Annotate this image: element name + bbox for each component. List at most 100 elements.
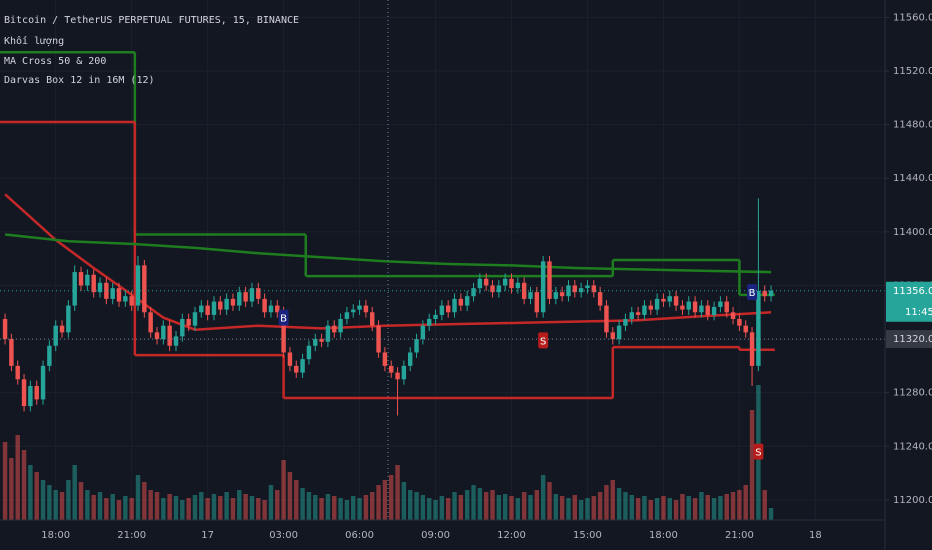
volume-bar (344, 500, 350, 520)
x-tick-label: 21:00 (725, 530, 754, 541)
candle-body (547, 261, 552, 299)
candle-body (578, 288, 584, 293)
signal-label: S (755, 448, 761, 459)
volume-bar (249, 496, 255, 520)
candle-body (351, 309, 356, 313)
x-tick-label: 12:00 (497, 530, 526, 541)
volume-bar (496, 495, 502, 520)
x-tick-label: 15:00 (573, 530, 602, 541)
candle-body (53, 325, 58, 346)
volume-bar (262, 500, 267, 520)
y-tick-label: 11240.00 (893, 441, 932, 452)
volume-bar (547, 482, 552, 520)
volume-bar (357, 498, 362, 520)
x-tick-label: 09:00 (421, 530, 450, 541)
candle-body (528, 292, 533, 299)
candle-body (414, 339, 419, 353)
x-tick-label: 03:00 (269, 530, 298, 541)
candle-body (9, 339, 14, 366)
candle-body (180, 318, 185, 337)
volume-bar (66, 480, 71, 520)
volume-bar (85, 490, 90, 520)
volume-bar (15, 435, 20, 520)
candle-body (325, 325, 331, 342)
volume-bar (186, 498, 191, 520)
candle-body (370, 312, 375, 326)
candle-body (597, 292, 603, 306)
volume-bar (237, 490, 242, 520)
volume-bar (389, 475, 394, 520)
candle-body (452, 298, 457, 313)
candle-body (148, 312, 153, 333)
indicator-name: MA Cross 50 & 200 (4, 56, 106, 67)
candle-body (756, 290, 761, 366)
volume-bar (661, 496, 666, 520)
candle-body (585, 285, 590, 289)
volume-bar (458, 495, 464, 520)
candle-body (604, 305, 609, 333)
candle-body (40, 365, 46, 400)
candle-body (730, 312, 736, 319)
volume-bar (528, 495, 533, 520)
volume-bar (699, 492, 704, 520)
candle-body (104, 282, 109, 299)
x-tick-label: 18 (809, 530, 822, 541)
volume-bar (477, 488, 483, 520)
candle-body (338, 318, 343, 333)
candle-body (28, 385, 33, 407)
volume-bar (749, 410, 755, 520)
candle-body (186, 318, 191, 326)
volume-bar (572, 495, 578, 520)
candle-body (426, 318, 432, 326)
volume-bar (686, 496, 691, 520)
candle-body (749, 332, 755, 366)
candle-body (724, 301, 729, 313)
volume-bar (452, 492, 457, 520)
volume-bar (28, 465, 33, 520)
volume-bar (471, 485, 476, 520)
candle-body (275, 305, 280, 313)
countdown-label: 11:45 (905, 307, 932, 318)
candle-body (224, 298, 229, 310)
candle-body (490, 285, 495, 293)
candle-body (161, 325, 166, 340)
volume-bar (445, 498, 451, 520)
candle-body (199, 305, 204, 313)
chart-title: Bitcoin / TetherUS PERPETUAL FUTURES, 15… (4, 15, 299, 26)
candle-body (167, 325, 172, 346)
ma-line (4, 233, 772, 274)
candle-body (281, 312, 286, 353)
volume-bar (351, 496, 356, 520)
volume-bar (205, 498, 210, 520)
last-price-box (886, 281, 932, 322)
signal-badge (753, 443, 764, 460)
volume-bar (325, 494, 331, 520)
candle-body (433, 314, 438, 319)
volume-bar (78, 482, 84, 520)
volume-bar (711, 498, 717, 520)
candle-body (376, 325, 381, 353)
candle-body (142, 265, 147, 313)
candle-body (635, 312, 641, 315)
candle-body (509, 278, 514, 289)
candle-body (230, 298, 236, 306)
volume-bar (104, 498, 109, 520)
candle-body (610, 332, 616, 340)
candle-body (718, 301, 723, 307)
volume-bar (521, 492, 527, 520)
candle-body (382, 352, 388, 366)
candle-body (319, 339, 324, 342)
volume-bar (294, 480, 299, 520)
volume-bar (515, 498, 521, 520)
volume-bar (490, 490, 495, 520)
volume-bar (110, 494, 115, 520)
volume-bar (332, 496, 337, 520)
volume-bar (629, 495, 634, 520)
candle-body (313, 339, 318, 346)
candle-body (654, 298, 660, 310)
volume-bar (123, 496, 128, 520)
candle-body (262, 298, 267, 313)
volume-bar (287, 472, 293, 520)
candle-body (243, 292, 248, 302)
candle-body (401, 365, 407, 380)
